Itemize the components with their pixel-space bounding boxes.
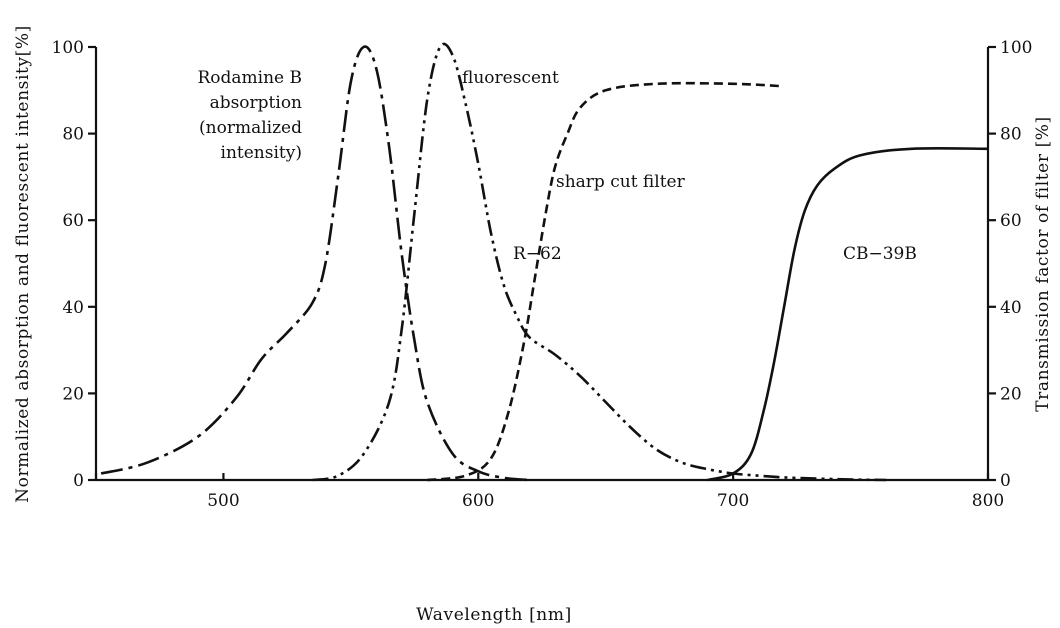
y-left-tick-label: 100	[52, 38, 84, 58]
series-line-r-62	[427, 81, 780, 482]
series-line-cb-39b	[707, 147, 989, 482]
y-right-tick-label: 80	[1000, 125, 1022, 145]
absorption-label-line: intensity)	[221, 143, 302, 163]
absorption-label: Rodamine B absorption (normalized intensity…	[197, 68, 302, 163]
absorption-label-line: Rodamine B	[197, 68, 302, 88]
x-tick-label: 500	[207, 491, 239, 511]
x-axis-title: Wavelength [nm]	[416, 605, 572, 625]
x-tick-label: 800	[972, 491, 1004, 511]
fluorescent-label: fluorescent	[462, 68, 559, 88]
filter-label: sharp cut filter	[556, 172, 686, 192]
y-right-tick-label: 20	[1000, 384, 1022, 404]
series-line-absorption	[100, 45, 530, 482]
y-left-tick-label: 60	[62, 211, 84, 231]
cb39b-label-line: CB−39B	[843, 244, 917, 264]
r62-label: R−62	[513, 244, 562, 264]
fluorescent-label-line: fluorescent	[462, 68, 559, 88]
left-axis-title: Normalized absorption and fluorescent in…	[13, 25, 33, 503]
y-right-tick-label: 0	[1000, 471, 1011, 491]
y-right-tick-label: 100	[1000, 38, 1032, 58]
y-right-tick-label: 60	[1000, 211, 1022, 231]
series-line-fluorescent	[312, 42, 887, 482]
labels: Wavelength [nm] Normalized absorption an…	[13, 25, 1053, 625]
y-left-tick-label: 80	[62, 125, 84, 145]
cb39b-label: CB−39B	[843, 244, 917, 264]
right-axis-title: Transmission factor of filter [%]	[1033, 116, 1053, 412]
y-left-tick-label: 40	[62, 298, 84, 318]
y-left-tick-label: 20	[62, 384, 84, 404]
series-layer	[100, 42, 989, 482]
absorption-label-line: absorption	[210, 93, 302, 113]
absorption-label-line: (normalized	[199, 118, 302, 138]
filter-label-line: sharp cut filter	[556, 172, 686, 192]
x-tick-label: 600	[462, 491, 494, 511]
annotations: Rodamine B absorption (normalized intensity…	[197, 68, 916, 264]
x-tick-label: 700	[717, 491, 749, 511]
y-right-tick-label: 40	[1000, 298, 1022, 318]
r62-label-line: R−62	[513, 244, 562, 264]
y-left-tick-label: 0	[73, 471, 84, 491]
